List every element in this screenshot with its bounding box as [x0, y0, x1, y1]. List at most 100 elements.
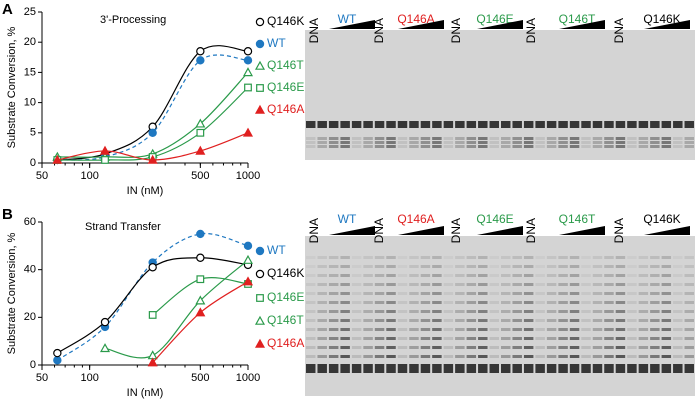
gel-band — [409, 137, 419, 140]
gel-band — [306, 121, 316, 128]
gel-band — [386, 283, 396, 286]
gel-band — [615, 355, 626, 358]
gel-wedge — [398, 20, 444, 29]
gel-band — [340, 121, 350, 128]
gel-band — [523, 121, 534, 128]
gel-band — [569, 274, 580, 277]
gel-band — [650, 121, 660, 128]
series-line — [152, 281, 249, 364]
gel-band — [432, 310, 442, 313]
gel-band — [592, 141, 603, 144]
gel-band — [432, 265, 442, 268]
gel-band — [535, 283, 545, 286]
gel-band — [604, 364, 614, 373]
gel-band — [363, 274, 373, 277]
gel-band — [673, 283, 683, 286]
gel-band — [306, 355, 316, 358]
gel-band — [501, 337, 511, 340]
gel-band — [558, 121, 568, 128]
gel-band — [351, 346, 362, 349]
marker — [196, 275, 205, 284]
gel-band — [627, 328, 637, 331]
gel-band — [340, 274, 350, 277]
gel-band — [592, 337, 603, 340]
gel-band — [523, 310, 534, 313]
gel-band — [455, 137, 465, 140]
gel-band — [420, 346, 431, 349]
gel-band — [558, 283, 568, 286]
gel-band — [501, 328, 511, 331]
gel-band — [627, 301, 637, 304]
gel-band — [374, 265, 385, 268]
gel-band — [604, 256, 614, 259]
marker — [52, 154, 63, 164]
gel-band — [638, 364, 649, 373]
gel-band — [661, 310, 672, 313]
gel-band — [684, 328, 694, 331]
gel-band — [443, 121, 454, 128]
gel-band — [627, 274, 637, 277]
gel-band — [420, 274, 431, 277]
gel-band — [546, 274, 557, 277]
gel-band — [386, 274, 396, 277]
gel-band — [374, 292, 385, 295]
gel-band — [673, 292, 683, 295]
gel-band — [523, 328, 534, 331]
gel-band — [455, 301, 465, 304]
gel-band — [569, 346, 580, 349]
gel-band — [386, 256, 396, 259]
gel-band — [512, 355, 522, 358]
marker — [195, 295, 206, 305]
gel-band — [386, 265, 396, 268]
gel-band — [455, 265, 465, 268]
gel-band — [340, 310, 350, 313]
legend-marker — [254, 315, 266, 325]
gel-band — [650, 292, 660, 295]
gel-band — [489, 283, 499, 286]
gel-band — [340, 283, 350, 286]
gel-band — [432, 274, 442, 277]
gel-band — [351, 292, 362, 295]
gel-band — [661, 274, 672, 277]
gel-band — [592, 292, 603, 295]
gel-band — [374, 346, 385, 349]
gel-band — [466, 137, 477, 140]
y-tick-label: 10 — [24, 97, 36, 109]
gel-band — [317, 337, 327, 340]
gel-band — [501, 283, 511, 286]
gel-band — [328, 256, 339, 259]
x-tick-label: 100 — [80, 170, 98, 182]
gel-band — [489, 121, 499, 128]
gel-band — [443, 310, 454, 313]
marker — [53, 348, 62, 358]
x-tick-label: 500 — [191, 170, 209, 182]
gel-band — [478, 141, 488, 144]
gel-band — [328, 355, 339, 358]
gel-band — [523, 265, 534, 268]
series-line — [57, 54, 249, 161]
gel-band — [592, 355, 603, 358]
gel-band — [673, 137, 683, 140]
gel-band — [478, 355, 488, 358]
gel-band — [604, 137, 614, 140]
gel-band — [546, 301, 557, 304]
gel-band — [306, 364, 316, 373]
gel-band — [523, 346, 534, 349]
gel-band — [363, 346, 373, 349]
gel-band — [397, 283, 408, 286]
gel-band — [569, 256, 580, 259]
gel-band — [397, 121, 408, 128]
gel-band — [317, 364, 327, 373]
gel-band — [306, 256, 315, 259]
gel-band — [317, 355, 327, 358]
gel-band — [374, 137, 385, 140]
gel-band — [409, 355, 419, 358]
gel-band — [535, 346, 545, 349]
gel-band — [650, 274, 660, 277]
marker — [195, 118, 206, 128]
marker — [243, 47, 253, 56]
gel-band — [478, 121, 488, 128]
gel-band — [489, 137, 499, 140]
legend-label: Q146A — [267, 336, 304, 350]
gel-wedge — [644, 226, 690, 235]
